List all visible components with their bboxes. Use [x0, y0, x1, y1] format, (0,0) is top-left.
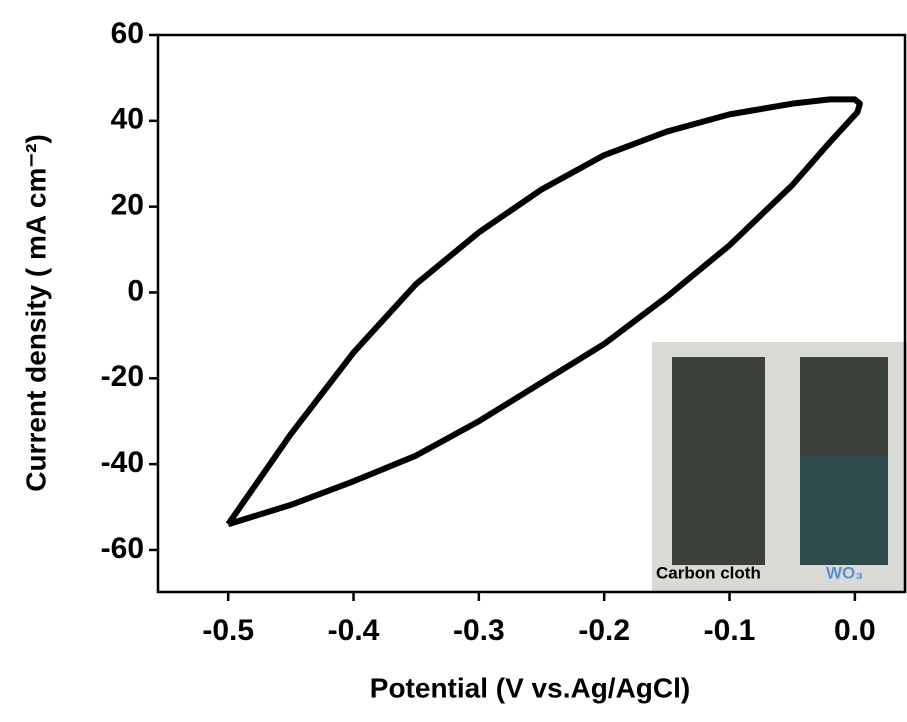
x-tick-label: -0.3 — [453, 614, 505, 647]
inset-photo: Carbon cloth WO₃ — [652, 342, 907, 592]
wo3-cloth-top — [800, 357, 888, 457]
wo3-cloth-bottom — [800, 455, 888, 565]
x-tick-label: -0.5 — [202, 614, 254, 647]
y-tick-label: 0 — [127, 274, 144, 307]
inset-label: WO₃ — [826, 563, 863, 582]
y-tick-label: 20 — [111, 189, 144, 222]
y-tick-label: 40 — [111, 103, 144, 136]
carbon-cloth — [672, 357, 765, 565]
x-tick-label: -0.2 — [578, 614, 630, 647]
cv-curve — [225, 96, 863, 528]
x-tick-label: 0.0 — [834, 614, 876, 647]
y-tick-label: 60 — [111, 17, 144, 50]
y-tick-label: -40 — [101, 446, 144, 479]
x-tick-label: -0.1 — [704, 614, 756, 647]
x-axis-title: Potential (V vs.Ag/AgCl) — [370, 672, 690, 703]
inset-label: Carbon cloth — [656, 563, 761, 582]
y-tick-label: -20 — [101, 360, 144, 393]
y-tick-label: -60 — [101, 532, 144, 565]
y-axis-title: Current density ( mA cm⁻²) — [20, 134, 51, 492]
x-tick-label: -0.4 — [328, 614, 380, 647]
plot-frame — [156, 33, 907, 594]
